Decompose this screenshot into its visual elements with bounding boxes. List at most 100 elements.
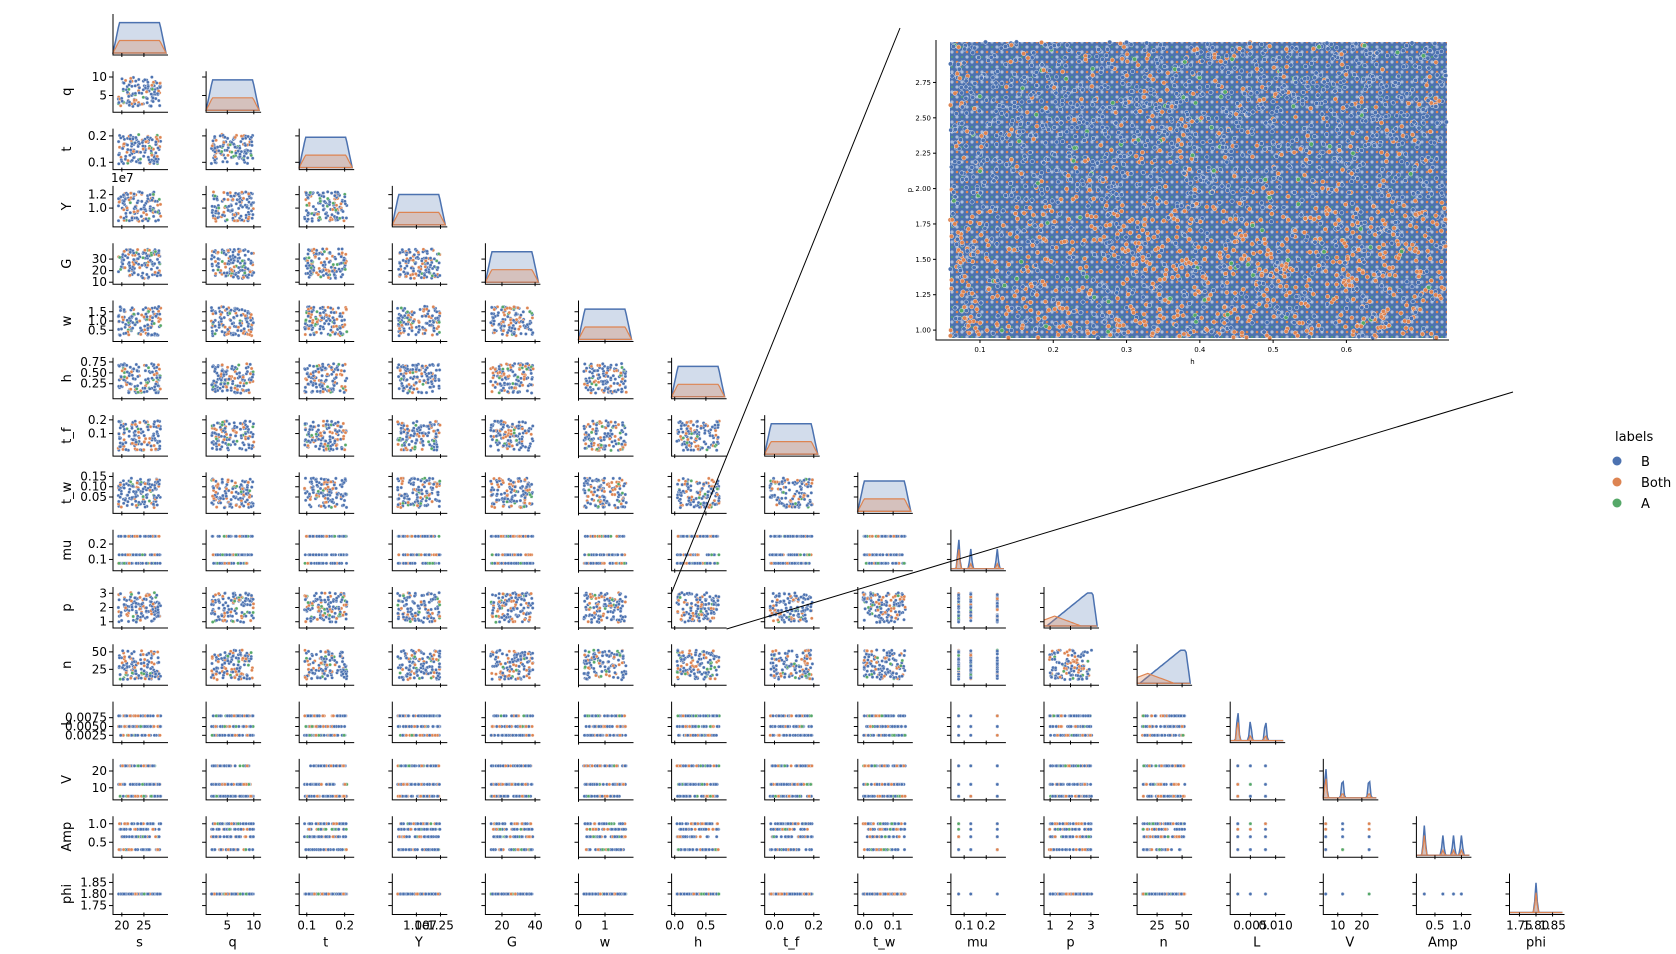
point <box>423 331 427 336</box>
point <box>330 269 335 273</box>
point <box>399 447 404 452</box>
point <box>423 368 428 372</box>
point <box>336 211 340 215</box>
point <box>511 390 515 395</box>
point <box>623 442 627 447</box>
point <box>155 91 160 96</box>
point <box>248 371 253 376</box>
point <box>121 161 126 166</box>
point <box>326 196 330 201</box>
point <box>716 423 720 427</box>
point <box>512 447 516 451</box>
point <box>117 499 121 504</box>
point <box>149 253 154 257</box>
point <box>342 498 347 503</box>
point <box>492 319 496 323</box>
point <box>223 378 227 382</box>
point <box>239 139 243 144</box>
point <box>130 502 134 507</box>
point <box>588 502 593 506</box>
point <box>238 381 243 385</box>
point <box>588 379 592 384</box>
point <box>311 204 316 209</box>
point <box>610 432 614 436</box>
point <box>395 306 400 311</box>
point <box>210 204 214 209</box>
point <box>136 103 140 108</box>
point <box>157 260 161 265</box>
point <box>116 204 121 208</box>
point <box>140 219 145 223</box>
point <box>152 419 157 424</box>
point <box>321 203 325 208</box>
point <box>316 428 321 432</box>
point <box>231 216 235 220</box>
point <box>603 431 607 436</box>
point <box>139 381 143 385</box>
point <box>399 264 403 269</box>
point <box>613 377 618 381</box>
point <box>146 309 151 314</box>
point <box>246 388 251 392</box>
point <box>614 442 618 446</box>
point <box>517 432 522 436</box>
point <box>236 265 241 270</box>
point <box>780 496 784 501</box>
point <box>325 419 329 423</box>
point <box>321 389 325 394</box>
point <box>496 448 501 452</box>
point <box>783 496 788 500</box>
panel-t_w-vs-w <box>574 472 634 516</box>
point <box>699 426 703 430</box>
point <box>681 476 685 481</box>
point <box>689 448 693 452</box>
point <box>218 386 222 391</box>
point <box>493 367 497 372</box>
point <box>231 428 235 433</box>
point <box>237 249 241 254</box>
panel-q-vs-q <box>202 71 262 115</box>
point <box>502 313 507 317</box>
point <box>157 253 161 258</box>
point <box>437 368 442 372</box>
point <box>133 91 138 96</box>
axis-s-s <box>112 14 168 56</box>
point <box>123 78 128 83</box>
point <box>310 219 314 223</box>
point <box>234 484 239 489</box>
point <box>211 139 215 143</box>
point <box>599 443 604 447</box>
point <box>312 213 316 217</box>
point <box>321 419 326 423</box>
point <box>239 313 243 317</box>
point <box>328 434 332 439</box>
point <box>237 256 242 260</box>
point <box>141 147 145 151</box>
point <box>509 497 514 502</box>
point <box>797 491 802 495</box>
point <box>311 420 315 424</box>
point <box>216 206 221 210</box>
ytick-label: 1.2 <box>88 188 107 202</box>
point <box>623 379 627 383</box>
point <box>315 389 320 394</box>
point <box>116 314 121 318</box>
point <box>488 444 493 448</box>
point <box>683 479 688 484</box>
point <box>235 307 240 311</box>
point <box>325 372 330 376</box>
point <box>158 323 163 328</box>
point <box>138 161 143 165</box>
point <box>787 504 792 509</box>
point <box>490 389 494 394</box>
point <box>431 320 436 325</box>
point <box>594 429 598 433</box>
point <box>435 332 439 336</box>
point <box>598 435 603 440</box>
point <box>119 384 123 388</box>
point <box>402 423 406 428</box>
point <box>122 307 126 312</box>
point <box>236 328 240 333</box>
point <box>210 440 214 445</box>
point <box>219 378 224 382</box>
